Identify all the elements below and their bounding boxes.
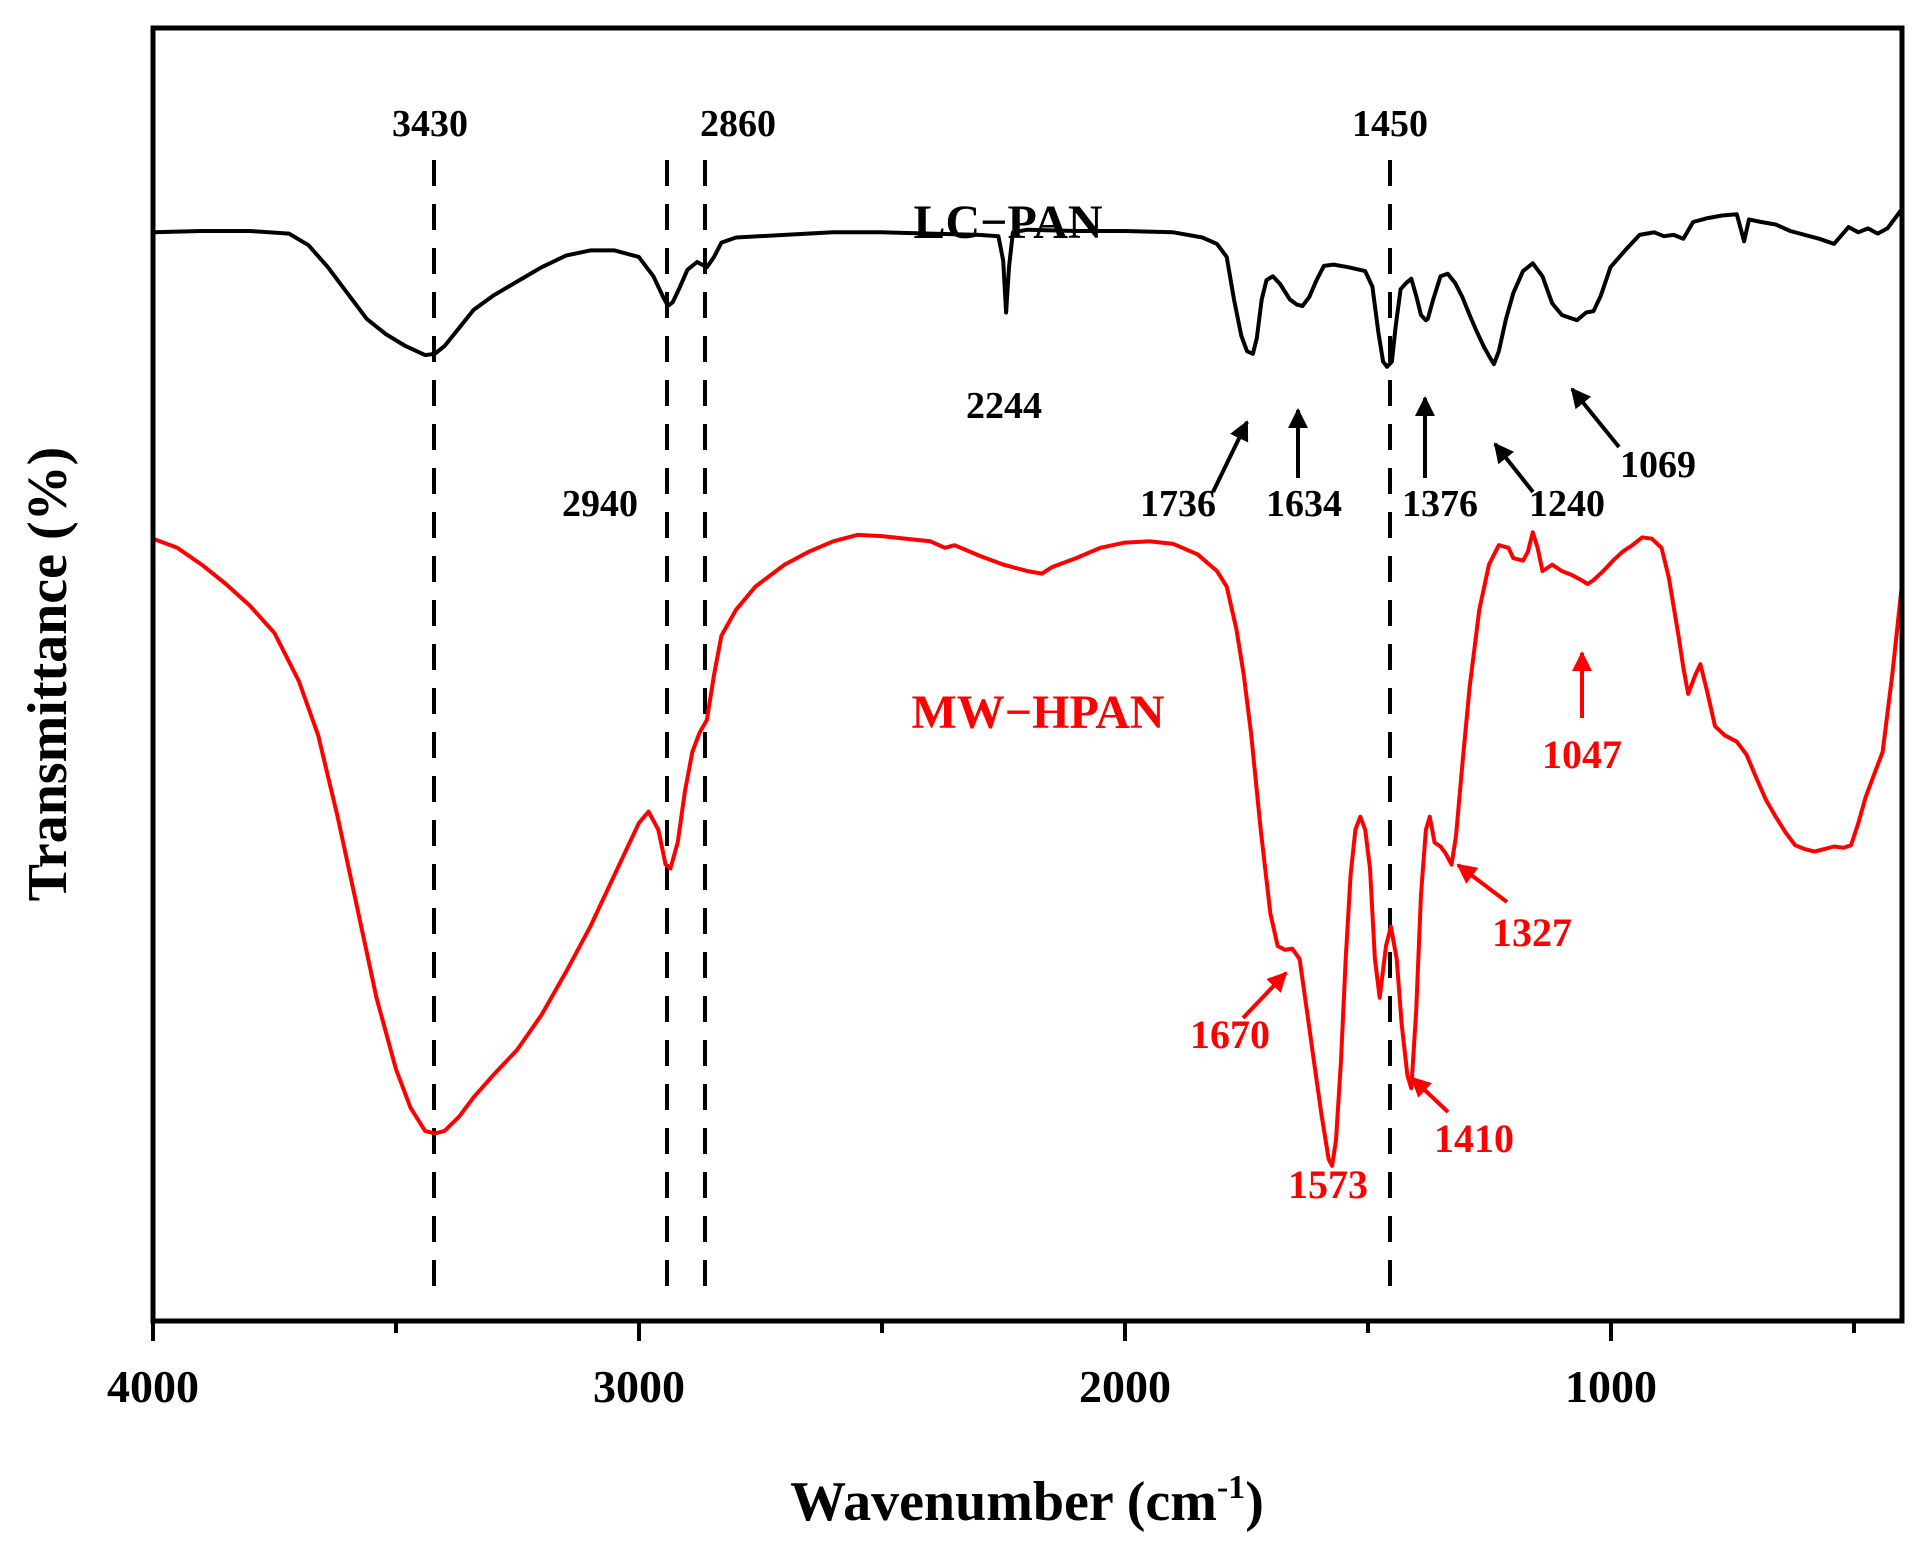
- peak-label-1376: 1376: [1402, 483, 1478, 525]
- peak-label-2244: 2244: [966, 385, 1042, 427]
- x-axis: [151, 1321, 1856, 1341]
- peak-arrow-1327: [1456, 863, 1509, 904]
- reference-labels: 3430 2860 1450: [392, 103, 1428, 145]
- x-tick-label-3000: 3000: [593, 1361, 685, 1412]
- x-tick-label-1000: 1000: [1565, 1361, 1657, 1412]
- peak-label-1410: 1410: [1434, 1116, 1514, 1161]
- peak-arrow-1240: [1493, 442, 1535, 494]
- series-lc-pan-line: [152, 207, 1904, 369]
- series-label-lc-pan: LC−PAN: [913, 196, 1102, 249]
- series-label-mw-hpan: MW−HPAN: [911, 686, 1164, 739]
- peak-arrow-1736: [1211, 420, 1249, 493]
- peak-label-2940: 2940: [562, 483, 638, 525]
- plot-frame: [150, 25, 1905, 1324]
- ref-label-3430: 3430: [392, 103, 468, 145]
- peak-label-1047: 1047: [1542, 732, 1622, 777]
- mw-hpan-annotations: 1670 1573 1410 1327 1047: [1190, 651, 1622, 1207]
- peak-label-1573: 1573: [1288, 1162, 1368, 1207]
- series-mw-hpan-line: [152, 530, 1904, 1168]
- y-axis-title: Transmittance (%): [17, 447, 79, 902]
- ref-label-1450: 1450: [1352, 103, 1428, 145]
- peak-arrow-1670: [1241, 971, 1288, 1020]
- x-tick-labels: 4000 3000 2000 1000: [107, 1361, 1657, 1412]
- reference-lines: [432, 160, 1392, 1298]
- peak-arrow-1410: [1410, 1076, 1450, 1114]
- ref-label-2860: 2860: [700, 103, 776, 145]
- x-tick-label-2000: 2000: [1079, 1361, 1171, 1412]
- peak-label-1327: 1327: [1492, 910, 1572, 955]
- lc-pan-annotations: 2940 2244 1736 1634 1376 1240 1069: [562, 385, 1696, 525]
- x-axis-title-close: ): [1245, 1471, 1264, 1533]
- peak-label-1736: 1736: [1140, 483, 1216, 525]
- peak-label-1069: 1069: [1620, 444, 1696, 486]
- x-axis-title-sup: -1: [1217, 1469, 1245, 1506]
- peak-arrow-1069: [1570, 387, 1621, 449]
- peak-label-1670: 1670: [1190, 1012, 1270, 1057]
- x-tick-label-4000: 4000: [107, 1361, 199, 1412]
- x-axis-title-main: Wavenumber (cm: [790, 1471, 1217, 1533]
- x-axis-title: Wavenumber (cm-1): [790, 1469, 1264, 1533]
- peak-label-1634: 1634: [1266, 483, 1342, 525]
- peak-label-1240: 1240: [1529, 483, 1605, 525]
